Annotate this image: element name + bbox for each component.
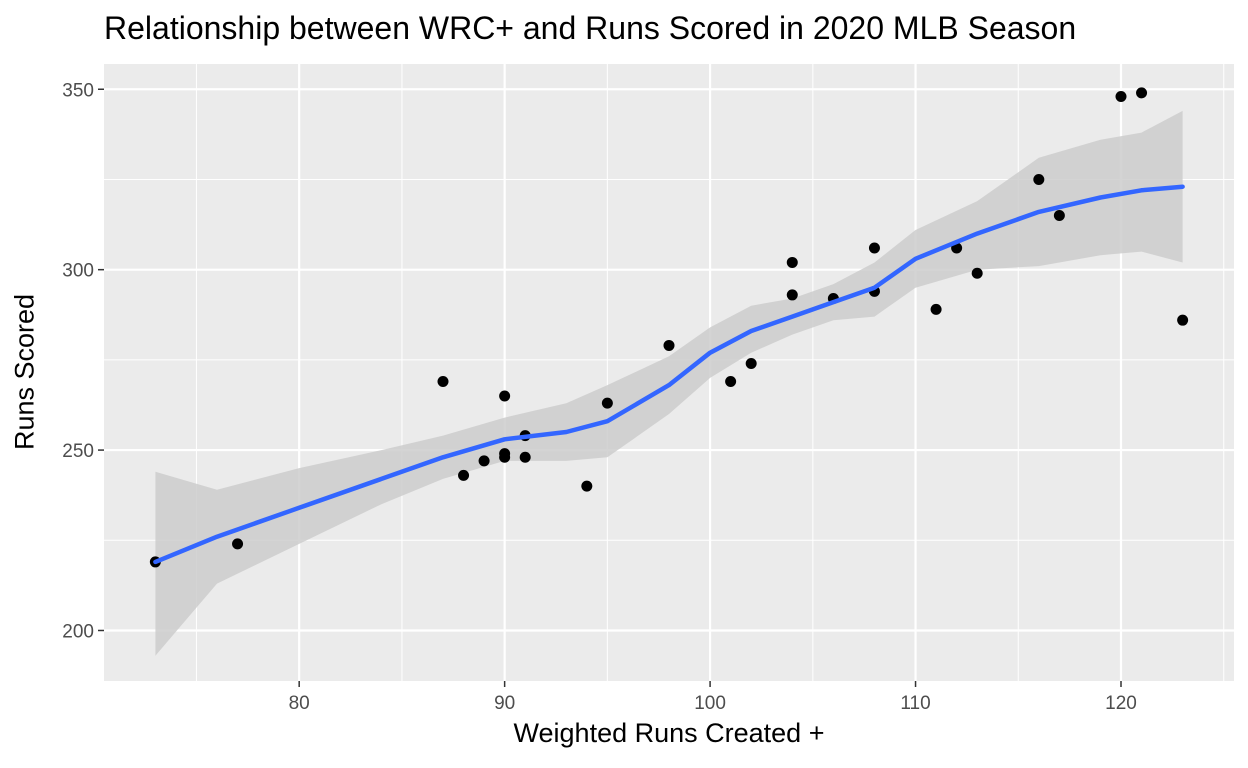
data-point bbox=[601, 397, 613, 409]
x-axis-title: Weighted Runs Created + bbox=[513, 718, 825, 748]
y-axis-ticks: 200 250 300 350 bbox=[62, 80, 104, 642]
data-point bbox=[1033, 173, 1045, 185]
data-point bbox=[437, 376, 449, 388]
data-point bbox=[1136, 87, 1148, 99]
data-point bbox=[499, 390, 511, 402]
data-point bbox=[786, 256, 798, 268]
data-point bbox=[1115, 90, 1127, 102]
data-point bbox=[663, 339, 675, 351]
smooth-line bbox=[153, 184, 1185, 565]
data-point bbox=[725, 376, 737, 388]
x-tick-label: 110 bbox=[900, 693, 930, 714]
data-point bbox=[1053, 210, 1065, 222]
data-point bbox=[581, 480, 593, 492]
data-point bbox=[745, 357, 757, 369]
data-point bbox=[786, 289, 798, 301]
x-axis-ticks: 80 90 100 110 120 bbox=[289, 681, 1137, 714]
y-tick-label: 200 bbox=[62, 621, 94, 642]
y-tick-label: 300 bbox=[62, 261, 94, 282]
y-tick-label: 350 bbox=[62, 80, 94, 101]
data-point bbox=[478, 455, 490, 467]
y-tick-label: 250 bbox=[62, 441, 94, 462]
data-point bbox=[458, 469, 470, 481]
x-tick-label: 90 bbox=[494, 693, 515, 714]
y-axis-title: Runs Scored bbox=[9, 293, 40, 451]
data-point bbox=[232, 538, 244, 550]
x-tick-label: 100 bbox=[694, 693, 726, 714]
chart-title: Relationship between WRC+ and Runs Score… bbox=[104, 10, 1077, 46]
x-tick-label: 80 bbox=[289, 693, 310, 714]
data-point bbox=[868, 242, 880, 254]
data-point bbox=[930, 303, 942, 315]
data-point bbox=[971, 267, 983, 279]
data-point bbox=[499, 451, 511, 463]
data-point bbox=[519, 451, 531, 463]
data-point bbox=[1177, 314, 1189, 326]
x-tick-label: 120 bbox=[1105, 693, 1137, 714]
